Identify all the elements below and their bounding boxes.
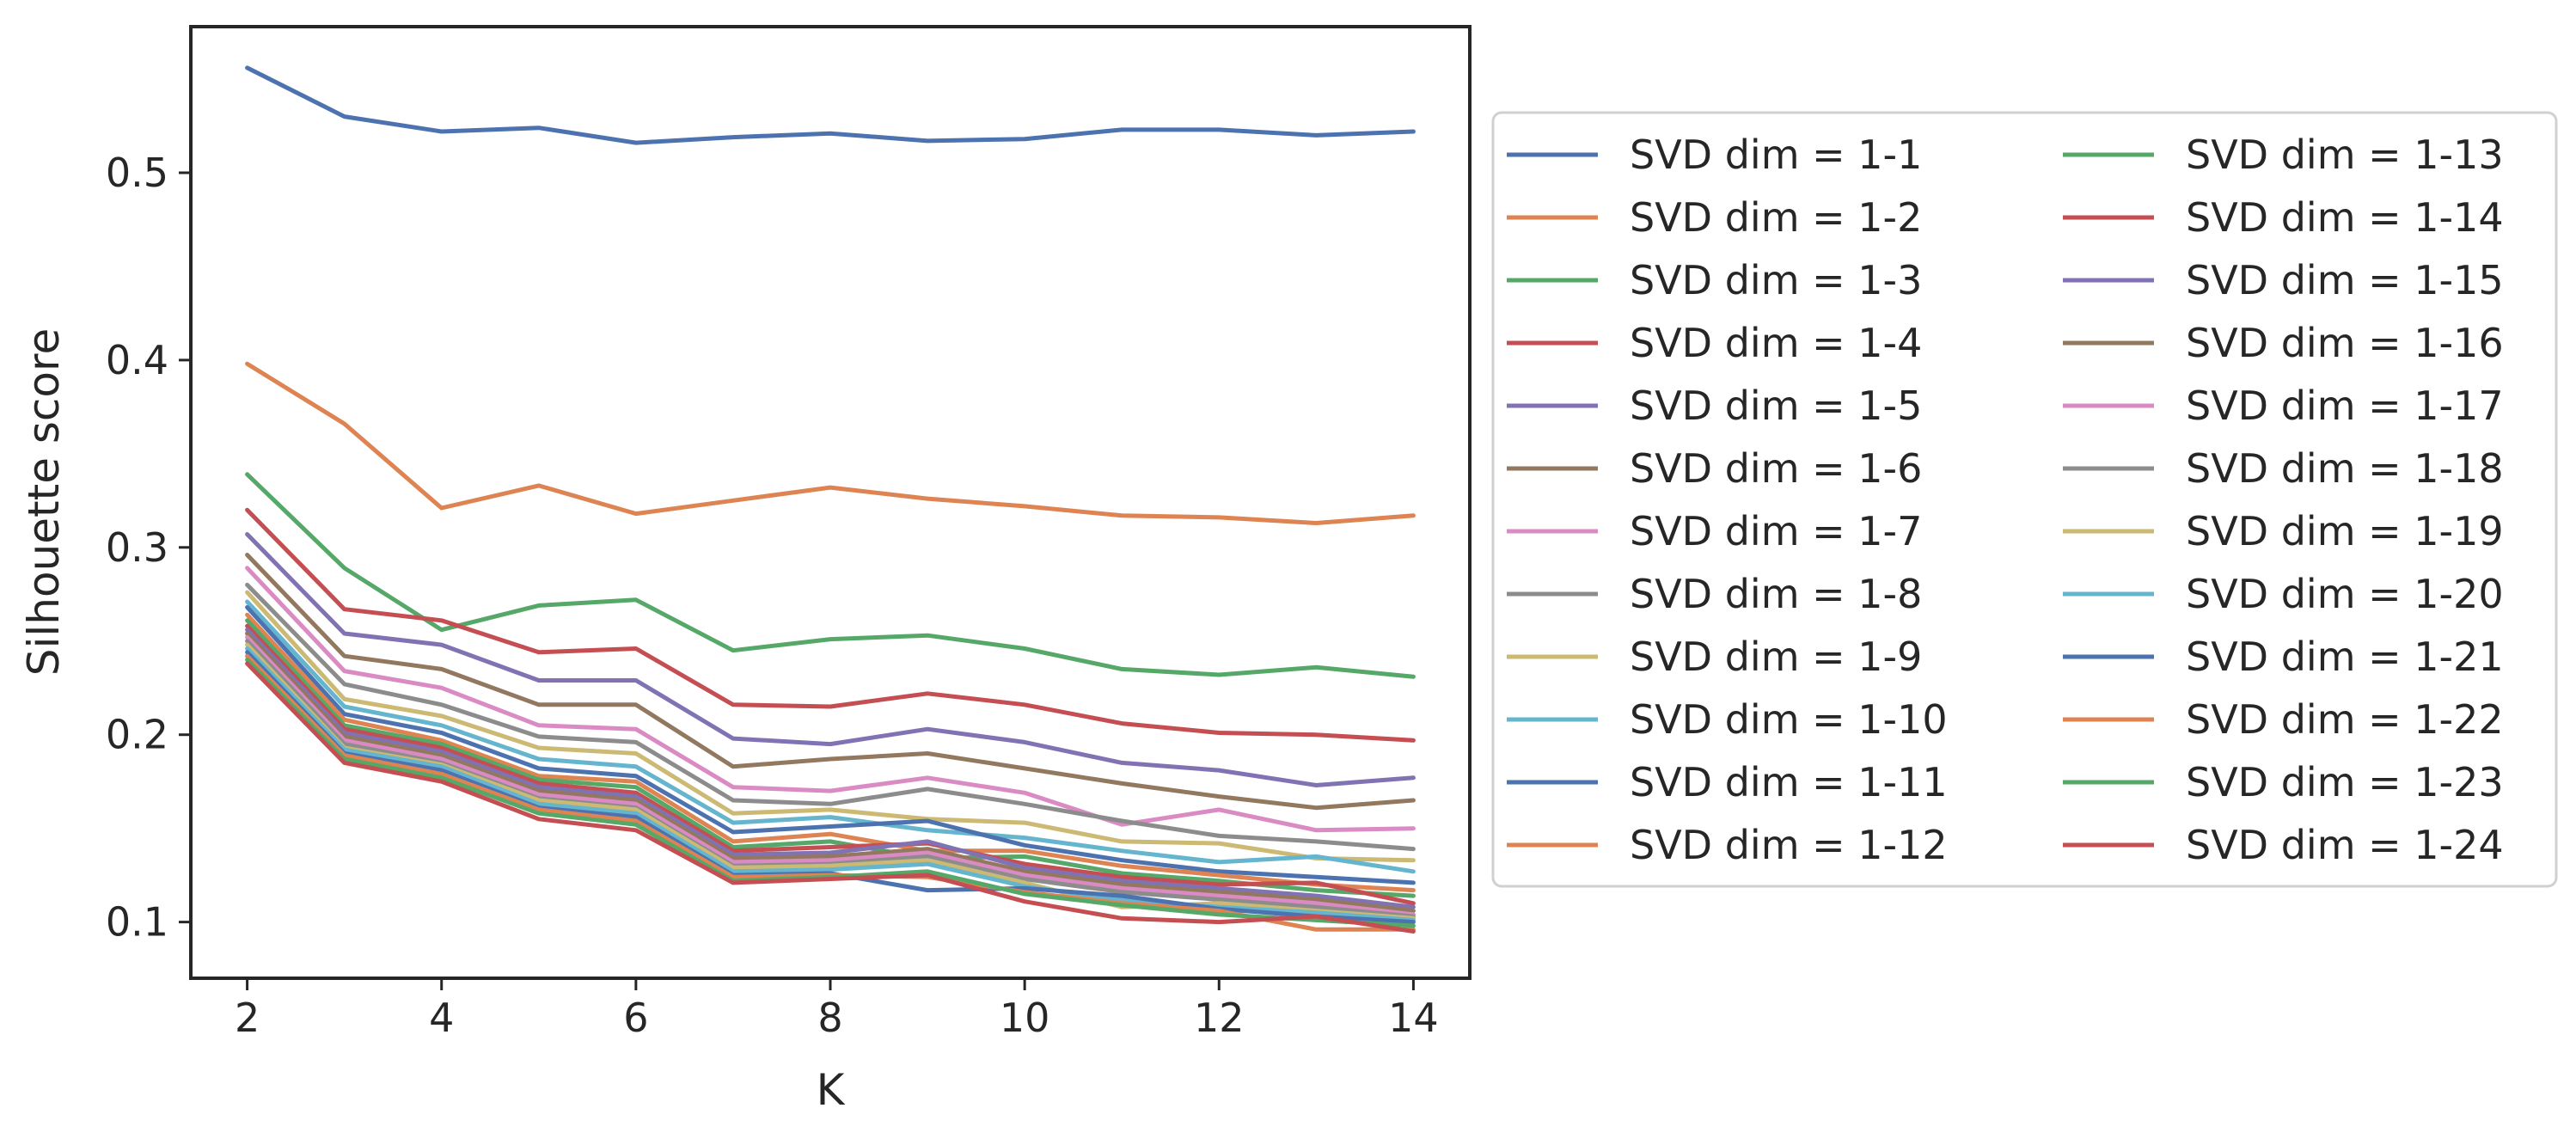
y-axis-ticks: 0.1 0.2 0.3 0.4 0.5	[106, 150, 191, 946]
series-line-7	[245, 566, 1416, 833]
legend-label-13: SVD dim = 1-13	[2186, 132, 2504, 178]
legend: SVD dim = 1-1 SVD dim = 1-2 SVD dim = 1-3 S…	[1491, 111, 2558, 888]
x-tick-label: 12	[1194, 995, 1245, 1041]
series-line-16	[245, 631, 1416, 914]
y-tick-label: 0.4	[106, 337, 168, 383]
legend-label-6: SVD dim = 1-6	[1630, 445, 1922, 492]
legend-label-15: SVD dim = 1-15	[2186, 257, 2504, 303]
y-tick-label: 0.2	[106, 712, 168, 758]
legend-label-5: SVD dim = 1-5	[1630, 383, 1922, 429]
legend-label-17: SVD dim = 1-17	[2186, 383, 2504, 429]
legend-label-24: SVD dim = 1-24	[2186, 822, 2504, 868]
x-tick-label: 2	[235, 995, 260, 1041]
legend-label-9: SVD dim = 1-9	[1630, 634, 1922, 680]
legend-label-2: SVD dim = 1-2	[1630, 194, 1922, 241]
legend-label-7: SVD dim = 1-7	[1630, 508, 1922, 554]
series-line-13	[245, 618, 1416, 898]
legend-label-21: SVD dim = 1-21	[2186, 634, 2504, 680]
x-tick-label: 14	[1388, 995, 1439, 1041]
legend-label-20: SVD dim = 1-20	[2186, 571, 2504, 617]
series-line-10	[245, 599, 1416, 874]
legend-label-11: SVD dim = 1-11	[1630, 759, 1948, 805]
series-line-1	[245, 65, 1416, 145]
series-line-24	[245, 661, 1416, 934]
legend-label-22: SVD dim = 1-22	[2186, 696, 2504, 743]
series-line-5	[245, 532, 1416, 787]
series-line-2	[245, 361, 1416, 525]
legend-label-8: SVD dim = 1-8	[1630, 571, 1922, 617]
legend-label-1: SVD dim = 1-1	[1630, 132, 1922, 178]
legend-box	[1491, 111, 2558, 888]
legend-label-12: SVD dim = 1-12	[1630, 822, 1948, 868]
legend-label-3: SVD dim = 1-3	[1630, 257, 1922, 303]
series-line-4	[245, 507, 1416, 743]
series-line-17	[245, 634, 1416, 917]
series-line-3	[245, 472, 1416, 679]
x-tick-label: 10	[1000, 995, 1050, 1041]
x-tick-label: 8	[817, 995, 842, 1041]
legend-label-19: SVD dim = 1-19	[2186, 508, 2504, 554]
x-axis-ticks: 2 4 6 8 10 12 14	[235, 978, 1439, 1041]
y-axis-label: Silhouette score	[19, 328, 69, 676]
y-tick-label: 0.3	[106, 524, 168, 571]
legend-items: SVD dim = 1-1 SVD dim = 1-2 SVD dim = 1-3 S…	[1507, 132, 2504, 868]
x-tick-label: 6	[623, 995, 648, 1041]
series-lines	[245, 65, 1416, 934]
y-tick-label: 0.1	[106, 899, 168, 946]
y-tick-label: 0.5	[106, 150, 168, 196]
legend-label-4: SVD dim = 1-4	[1630, 320, 1922, 366]
series-line-9	[245, 590, 1416, 863]
legend-label-10: SVD dim = 1-10	[1630, 696, 1948, 743]
series-line-11	[245, 605, 1416, 885]
series-line-14	[245, 623, 1416, 906]
x-tick-label: 4	[429, 995, 454, 1041]
legend-label-14: SVD dim = 1-14	[2186, 194, 2504, 241]
series-line-6	[245, 553, 1416, 811]
x-axis-label: K	[817, 1065, 846, 1115]
legend-label-23: SVD dim = 1-23	[2186, 759, 2504, 805]
legend-label-16: SVD dim = 1-16	[2186, 320, 2504, 366]
series-line-15	[245, 628, 1416, 909]
series-line-12	[245, 612, 1416, 893]
legend-label-18: SVD dim = 1-18	[2186, 445, 2504, 492]
series-line-8	[245, 582, 1416, 852]
